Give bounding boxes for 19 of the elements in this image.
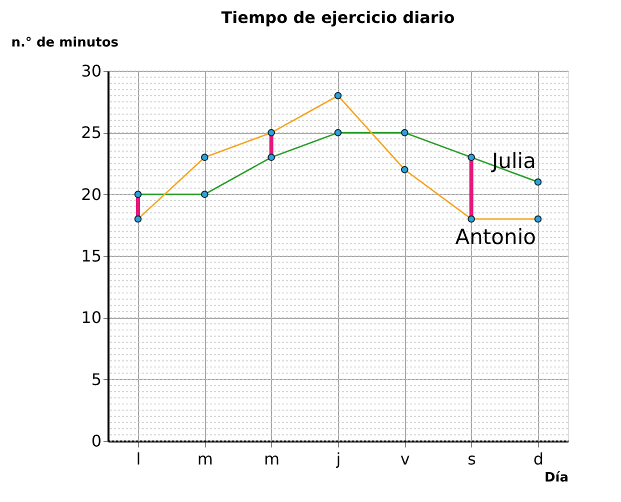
y-tick-label: 30	[81, 62, 102, 80]
y-tick-label: 10	[81, 308, 102, 328]
x-tick-label: s	[468, 450, 476, 468]
x-tick-label: m	[197, 450, 213, 468]
y-tick-label: 5	[91, 370, 102, 389]
y-tick-label: 15	[81, 246, 102, 266]
chart-title: Tiempo de ejercicio diario	[221, 8, 455, 27]
x-tick-label: d	[533, 450, 544, 468]
y-tick-label: 0	[91, 432, 102, 450]
series-label: Antonio	[455, 225, 536, 249]
y-tick-label: 20	[81, 184, 102, 204]
x-tick-label: v	[400, 450, 410, 468]
y-tick-label: 25	[81, 123, 102, 142]
x-axis-title: Día	[544, 470, 568, 486]
x-tick-label: l	[136, 450, 141, 468]
x-tick-label: m	[264, 450, 280, 468]
x-tick-label: j	[335, 450, 341, 468]
series-label: Julia	[490, 149, 536, 173]
y-axis-title: n.° de minutos	[11, 36, 119, 50]
